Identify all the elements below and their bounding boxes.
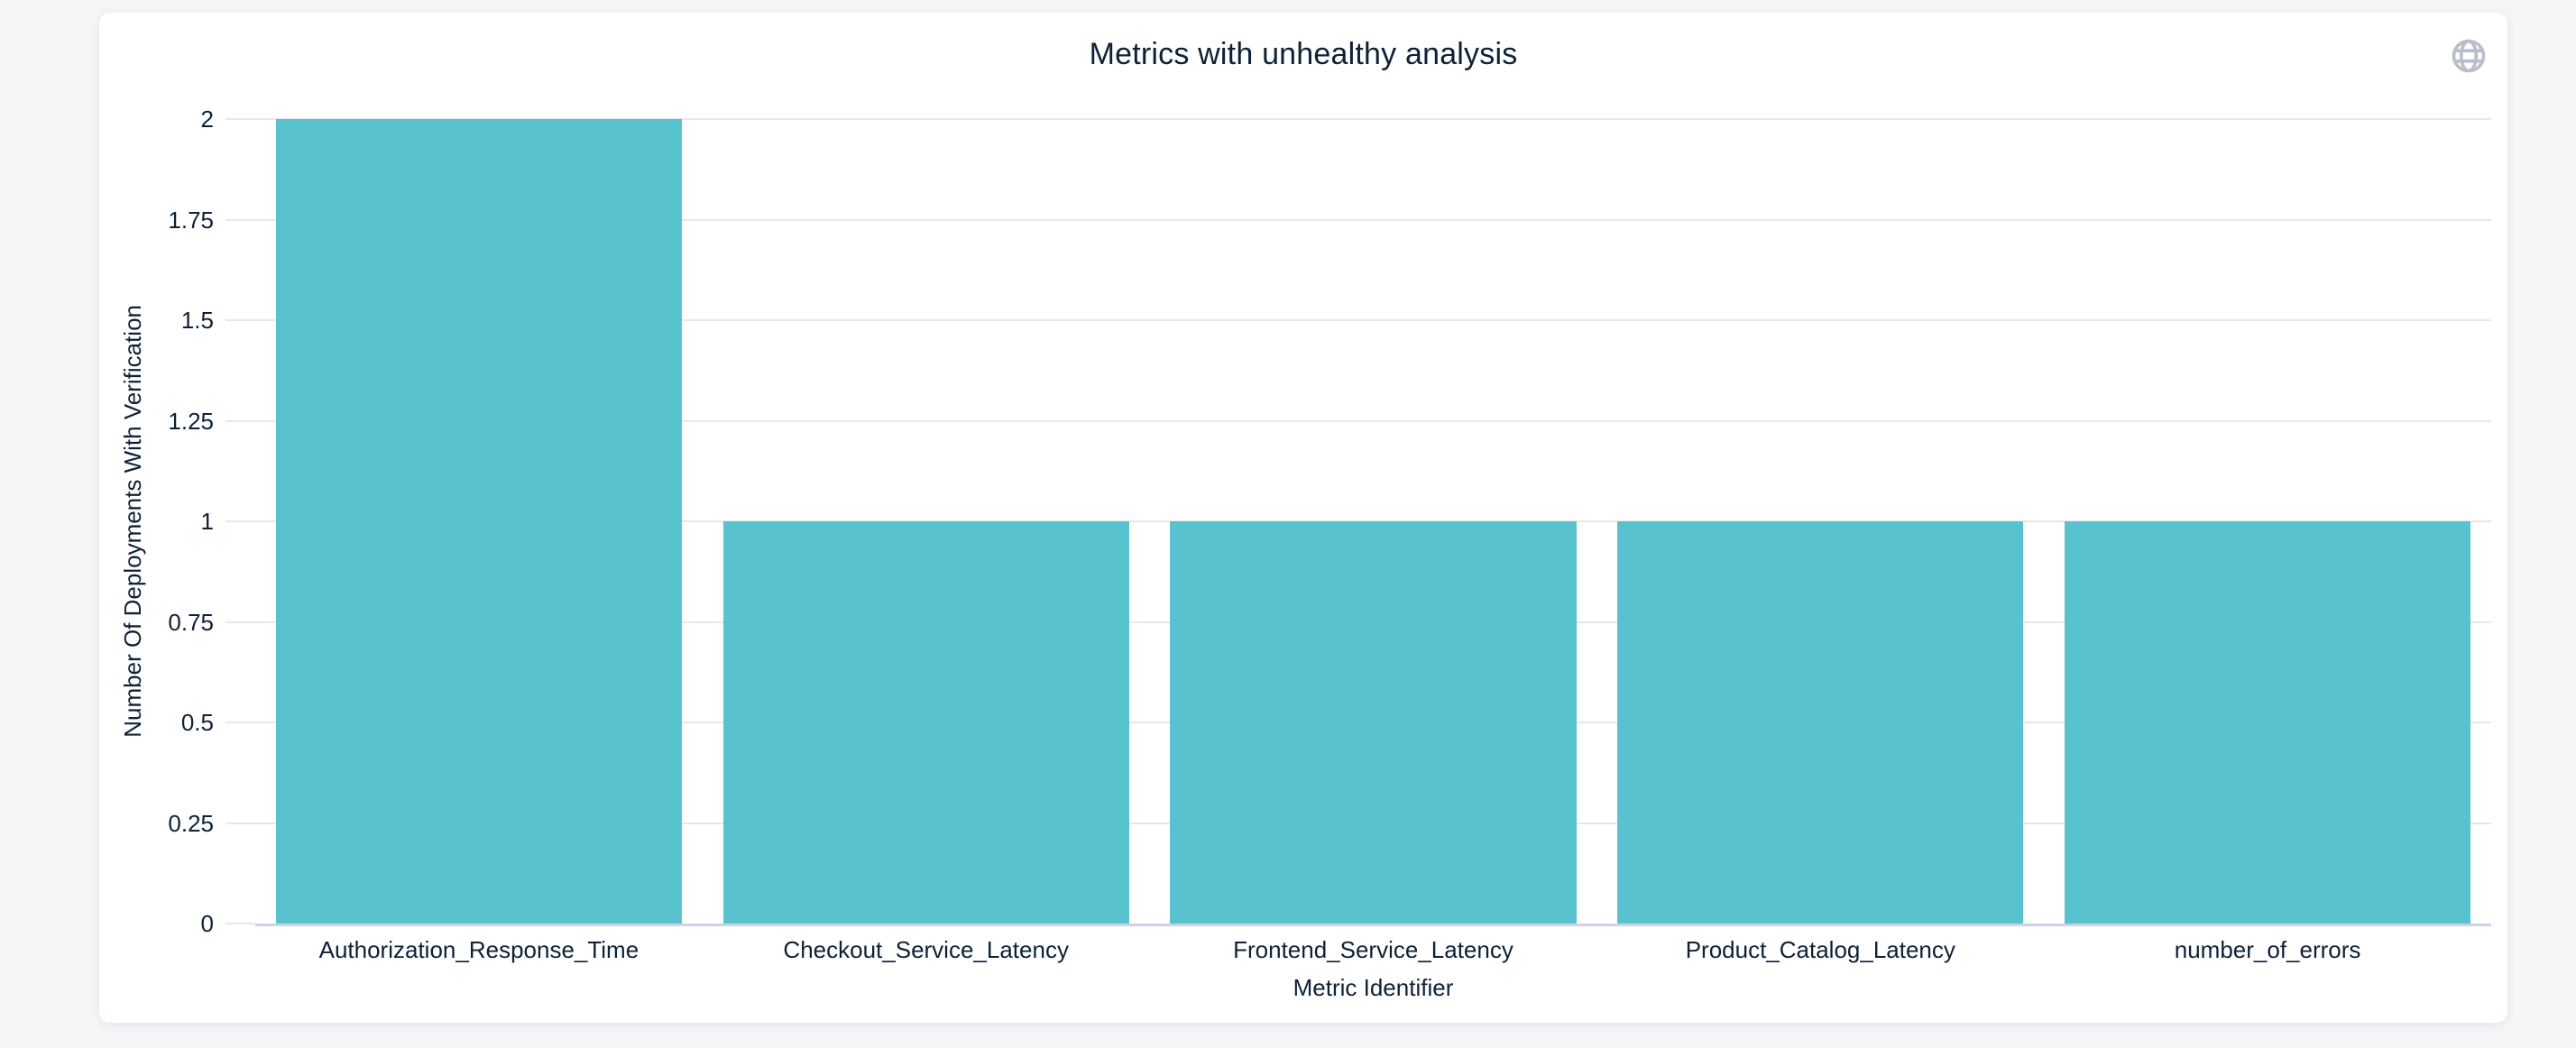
y-tick-label: 2 (200, 106, 214, 133)
x-axis-labels: Authorization_Response_Time Checkout_Serv… (255, 936, 2491, 963)
y-tick-label: 1.5 (180, 307, 214, 334)
bar-slot (255, 119, 703, 924)
gridline (255, 319, 2491, 321)
bar-Frontend_Service_Latency[interactable] (1170, 521, 1577, 924)
y-tick-mark (225, 822, 255, 824)
y-tick-mark (225, 419, 255, 422)
y-tick-label: 0.25 (168, 809, 214, 837)
bar-series (255, 119, 2491, 924)
x-tick-label: Product_Catalog_Latency (1685, 936, 1955, 963)
bar-slot (2044, 119, 2491, 924)
x-tick-label: number_of_errors (2174, 936, 2361, 963)
y-tick-mark (225, 319, 255, 321)
bar-slot (1150, 119, 1597, 924)
bar-slot (703, 119, 1150, 924)
y-axis-title: Number Of Deployments With Verification (114, 119, 152, 924)
bar-Authorization_Response_Time[interactable] (275, 119, 682, 924)
y-tick-label: 0 (200, 910, 214, 937)
bar-number_of_errors[interactable] (2065, 521, 2471, 924)
gridline (255, 218, 2491, 221)
plot-area: 0 0.25 0.5 0.75 1 1.25 1.5 1.75 2 (168, 107, 2491, 935)
x-tick-label: Frontend_Service_Latency (1233, 936, 1513, 963)
y-tick-mark (225, 520, 255, 522)
gridline (255, 419, 2491, 422)
y-tick-mark (225, 923, 255, 924)
x-tick-label: Checkout_Service_Latency (783, 936, 1069, 963)
gridline (255, 118, 2491, 120)
y-tick-label: 1 (200, 508, 214, 535)
y-tick-mark (225, 118, 255, 120)
y-tick-label: 0.75 (168, 608, 214, 636)
y-tick-mark (225, 722, 255, 723)
x-axis-line (255, 924, 2491, 926)
y-axis-title-text: Number Of Deployments With Verification (118, 305, 146, 738)
bar-Checkout_Service_Latency[interactable] (722, 521, 1129, 924)
bar-Product_Catalog_Latency[interactable] (1617, 521, 2024, 924)
x-tick-label: Authorization_Response_Time (318, 936, 639, 963)
y-tick-label: 1.75 (168, 206, 214, 234)
chart-card: Metrics with unhealthy analysis Number O… (99, 13, 2507, 1023)
globe-icon[interactable] (2448, 35, 2489, 77)
y-tick-label: 1.25 (168, 407, 214, 435)
chart-title: Metrics with unhealthy analysis (1089, 37, 1518, 71)
y-tick-mark (225, 218, 255, 221)
y-tick-mark (225, 621, 255, 623)
y-tick-label: 0.5 (180, 709, 214, 736)
bar-slot (1596, 119, 2044, 924)
x-axis-title: Metric Identifier (1293, 974, 1454, 1001)
